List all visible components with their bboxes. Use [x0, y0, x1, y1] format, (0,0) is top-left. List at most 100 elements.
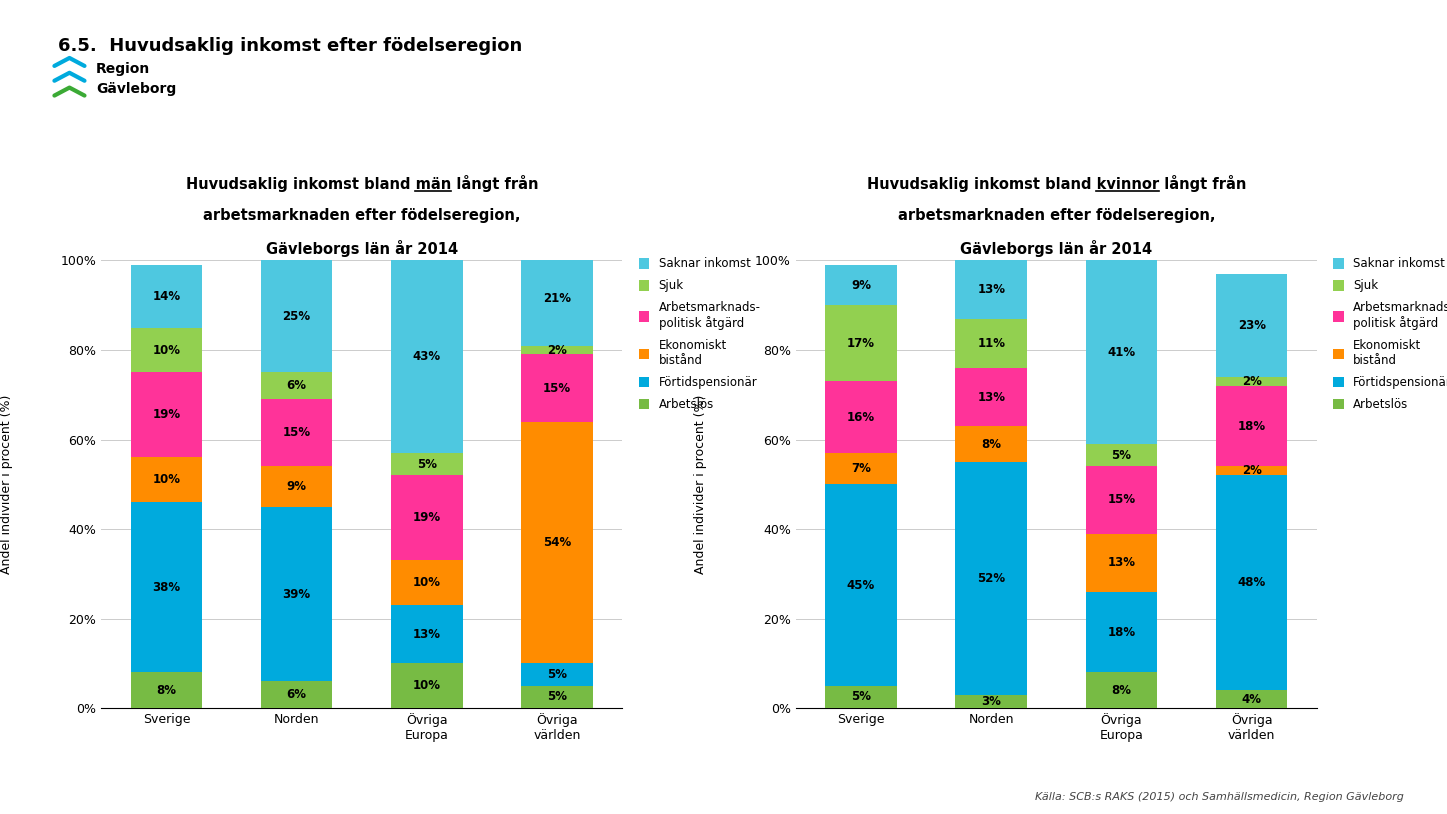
Bar	[955, 318, 1027, 368]
Bar	[521, 663, 593, 685]
Text: 18%: 18%	[1237, 420, 1266, 432]
Bar	[955, 426, 1027, 462]
Bar	[260, 260, 333, 372]
Bar	[955, 260, 1027, 318]
Text: 8%: 8%	[981, 438, 1001, 450]
Text: 9%: 9%	[287, 480, 307, 493]
Bar	[260, 466, 333, 506]
Bar	[825, 265, 897, 305]
Bar	[955, 695, 1027, 708]
Bar	[1085, 444, 1158, 466]
Text: 21%: 21%	[543, 292, 572, 305]
Bar	[391, 260, 463, 453]
Bar	[1085, 672, 1158, 708]
Text: Gävleborgs län år 2014: Gävleborgs län år 2014	[961, 240, 1152, 256]
Bar	[1215, 475, 1288, 690]
Text: Gävleborgs län år 2014: Gävleborgs län år 2014	[266, 240, 457, 256]
Text: 6%: 6%	[287, 689, 307, 701]
Text: arbetsmarknaden efter födelseregion,: arbetsmarknaden efter födelseregion,	[203, 208, 521, 223]
Text: 5%: 5%	[851, 690, 871, 703]
Bar	[955, 368, 1027, 426]
Y-axis label: Andel individer i procent (%): Andel individer i procent (%)	[695, 395, 708, 574]
Legend: Saknar inkomst, Sjuk, Arbetsmarknads-
politisk åtgärd, Ekonomiskt
bistånd, Förti: Saknar inkomst, Sjuk, Arbetsmarknads- po…	[1333, 257, 1447, 411]
Bar	[130, 672, 203, 708]
Text: 18%: 18%	[1107, 626, 1136, 638]
Text: 13%: 13%	[1107, 556, 1136, 569]
Legend: Saknar inkomst, Sjuk, Arbetsmarknads-
politisk åtgärd, Ekonomiskt
bistånd, Förti: Saknar inkomst, Sjuk, Arbetsmarknads- po…	[638, 257, 761, 411]
Bar	[1085, 466, 1158, 534]
Bar	[521, 345, 593, 354]
Bar	[391, 605, 463, 663]
Bar	[521, 354, 593, 422]
Bar	[260, 372, 333, 399]
Text: 17%: 17%	[846, 337, 875, 350]
Bar	[130, 265, 203, 327]
Bar	[825, 484, 897, 685]
Text: 5%: 5%	[1111, 449, 1132, 462]
Text: Gävleborg: Gävleborg	[96, 81, 177, 96]
Text: 15%: 15%	[543, 382, 572, 395]
Text: 54%: 54%	[543, 536, 572, 549]
Text: 5%: 5%	[547, 690, 567, 703]
Text: 3%: 3%	[981, 695, 1001, 708]
Text: 48%: 48%	[1237, 576, 1266, 589]
Text: 4%: 4%	[1242, 693, 1262, 706]
Text: Region: Region	[96, 63, 150, 77]
Text: 43%: 43%	[412, 350, 441, 363]
Bar	[130, 457, 203, 502]
Bar	[260, 399, 333, 466]
Bar	[521, 685, 593, 708]
Bar	[391, 475, 463, 560]
Bar	[1085, 592, 1158, 672]
Text: 15%: 15%	[282, 427, 311, 440]
Bar	[825, 381, 897, 453]
Bar	[1215, 466, 1288, 475]
Text: 2%: 2%	[1242, 465, 1262, 477]
Text: 39%: 39%	[282, 588, 311, 601]
Bar	[130, 502, 203, 672]
Text: 16%: 16%	[846, 411, 875, 423]
Text: 7%: 7%	[851, 462, 871, 475]
Text: 10%: 10%	[412, 680, 441, 692]
Text: 5%: 5%	[547, 668, 567, 681]
Bar	[260, 506, 333, 681]
Text: 9%: 9%	[851, 278, 871, 291]
Text: 2%: 2%	[547, 344, 567, 357]
Y-axis label: Andel individer i procent (%): Andel individer i procent (%)	[0, 395, 13, 574]
Text: 14%: 14%	[152, 290, 181, 303]
Bar	[391, 453, 463, 475]
Text: 13%: 13%	[977, 391, 1006, 404]
Bar	[521, 422, 593, 663]
Text: 6.5.  Huvudsaklig inkomst efter födelseregion: 6.5. Huvudsaklig inkomst efter födelsere…	[58, 37, 522, 55]
Text: 45%: 45%	[846, 579, 875, 592]
Bar	[130, 327, 203, 372]
Bar	[391, 560, 463, 605]
Text: 13%: 13%	[977, 283, 1006, 296]
Bar	[955, 462, 1027, 695]
Text: 52%: 52%	[977, 572, 1006, 584]
Bar	[825, 453, 897, 484]
Text: 10%: 10%	[412, 576, 441, 589]
Text: Huvudsaklig inkomst bland män långt från: Huvudsaklig inkomst bland män långt från	[185, 175, 538, 191]
Text: arbetsmarknaden efter födelseregion,: arbetsmarknaden efter födelseregion,	[897, 208, 1215, 223]
Text: 38%: 38%	[152, 581, 181, 593]
Bar	[260, 681, 333, 708]
Text: 8%: 8%	[156, 684, 177, 697]
Bar	[1085, 260, 1158, 444]
Bar	[130, 372, 203, 457]
Text: Källa: SCB:s RAKS (2015) och Samhällsmedicin, Region Gävleborg: Källa: SCB:s RAKS (2015) och Samhällsmed…	[1035, 792, 1404, 802]
Text: 15%: 15%	[1107, 493, 1136, 506]
Text: 41%: 41%	[1107, 346, 1136, 359]
Text: 6%: 6%	[287, 379, 307, 392]
Text: 25%: 25%	[282, 310, 311, 323]
Bar	[825, 305, 897, 381]
Text: 10%: 10%	[152, 344, 181, 357]
Text: Huvudsaklig inkomst bland kvinnor långt från: Huvudsaklig inkomst bland kvinnor långt …	[867, 175, 1246, 191]
Text: 19%: 19%	[412, 511, 441, 524]
Bar	[1215, 377, 1288, 386]
Text: 8%: 8%	[1111, 684, 1132, 697]
Bar	[1215, 274, 1288, 377]
Bar	[391, 663, 463, 708]
Bar	[521, 252, 593, 345]
Bar	[1215, 386, 1288, 466]
